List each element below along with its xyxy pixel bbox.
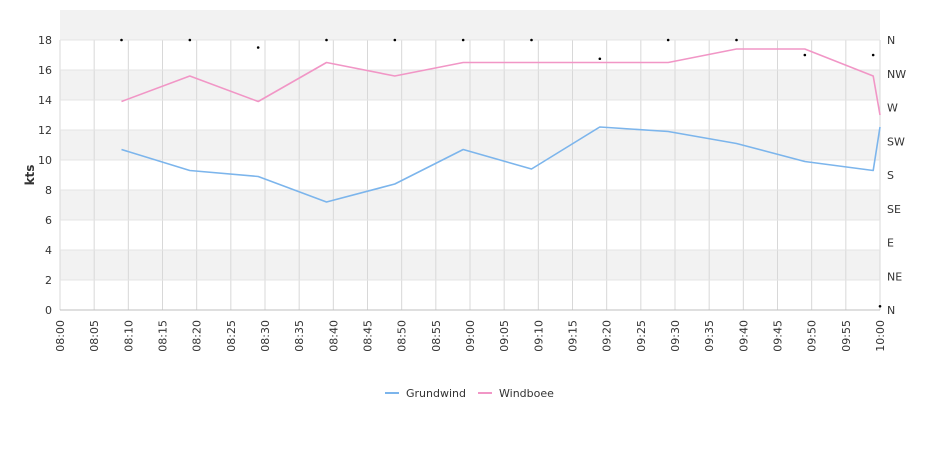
direction-tick-label: NW — [887, 68, 906, 81]
direction-marker — [120, 38, 123, 42]
y-tick-label: 8 — [45, 184, 52, 197]
x-tick-label: 09:50 — [806, 320, 819, 352]
direction-marker — [803, 53, 807, 57]
series-line-windboee — [121, 48, 881, 116]
x-tick-label: 09:25 — [635, 320, 648, 352]
legend-label-grundwind: Grundwind — [406, 387, 466, 400]
x-tick-label: 08:10 — [122, 320, 135, 352]
direction-tick-label: SW — [887, 135, 905, 148]
direction-marker — [188, 38, 192, 42]
y-tick-label: 0 — [45, 304, 52, 317]
x-tick-label: 09:20 — [601, 320, 614, 352]
y-tick-label: 4 — [45, 244, 52, 257]
direction-markers — [120, 38, 882, 308]
x-tick-label: 08:45 — [362, 320, 375, 352]
x-tick-label: 08:50 — [396, 320, 409, 352]
direction-tick-label: NE — [887, 270, 902, 283]
x-axis-ticks: 08:00 08:05 08:10 08:15 08:20 08:25 08:30 08:35… — [54, 320, 887, 352]
y-tick-label: 18 — [38, 34, 52, 47]
direction-tick-label: N — [887, 34, 895, 47]
x-tick-label: 09:55 — [840, 320, 853, 352]
x-tick-label: 08:00 — [54, 320, 67, 352]
x-tick-label: 09:30 — [669, 320, 682, 352]
direction-marker — [735, 38, 738, 42]
direction-marker — [666, 38, 670, 42]
x-tick-label: 08:40 — [327, 320, 340, 352]
x-tick-label: 08:05 — [88, 320, 101, 352]
y-axis-ticks: 0 2 4 6 8 10 12 14 16 18 — [38, 34, 52, 317]
x-tick-label: 08:55 — [430, 320, 443, 352]
direction-tick-label: E — [887, 237, 894, 250]
legend-label-windboee: Windboee — [499, 387, 554, 400]
plot-band — [60, 10, 880, 40]
direction-tick-label: W — [887, 102, 898, 115]
y-tick-label: 16 — [38, 64, 52, 77]
x-tick-label: 08:20 — [191, 320, 204, 352]
series-line-grundwind — [121, 126, 881, 203]
direction-marker — [530, 38, 533, 42]
y-tick-label: 14 — [38, 94, 52, 107]
direction-marker — [871, 53, 875, 57]
direction-marker — [878, 304, 882, 308]
x-tick-label: 08:35 — [293, 320, 306, 352]
x-tick-label: 09:05 — [498, 320, 511, 352]
y-tick-label: 12 — [38, 124, 52, 137]
y-axis-title: kts — [23, 165, 37, 186]
x-tick-label: 10:00 — [874, 320, 887, 352]
direction-marker — [256, 46, 260, 49]
direction-tick-label: S — [887, 169, 894, 182]
horizontal-gridlines — [60, 39, 880, 311]
direction-marker — [598, 57, 602, 61]
y-tick-label: 2 — [45, 274, 52, 287]
direction-axis-ticks: N NW W SW S SE E NE N — [887, 34, 906, 317]
legend: Grundwind Windboee — [385, 387, 554, 400]
vertical-gridlines — [59, 40, 881, 310]
direction-marker — [393, 38, 397, 42]
x-tick-label: 09:15 — [567, 320, 580, 352]
x-tick-label: 08:30 — [259, 320, 272, 352]
x-tick-label: 09:45 — [772, 320, 785, 352]
x-tick-label: 09:10 — [532, 320, 545, 352]
direction-marker — [325, 38, 328, 42]
y-tick-label: 6 — [45, 214, 52, 227]
x-tick-label: 08:25 — [225, 320, 238, 352]
direction-marker — [461, 38, 465, 42]
series-lines — [121, 48, 881, 203]
direction-tick-label: N — [887, 304, 895, 317]
x-tick-label: 09:00 — [464, 320, 477, 352]
x-tick-label: 09:40 — [737, 320, 750, 352]
x-tick-label: 09:35 — [703, 320, 716, 352]
x-tick-label: 08:15 — [157, 320, 170, 352]
direction-tick-label: SE — [887, 203, 901, 216]
y-tick-label: 10 — [38, 154, 52, 167]
